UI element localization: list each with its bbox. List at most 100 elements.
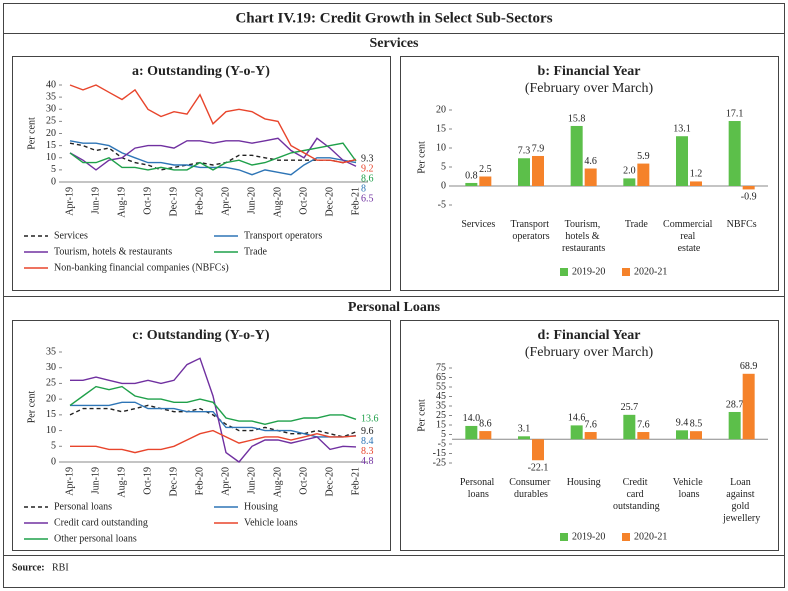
x-tick-label: Aug-20 [272, 467, 283, 498]
bar [532, 439, 544, 461]
x-tick-label: Oct-19 [142, 187, 153, 215]
x-tick-label: Jun-19 [90, 187, 101, 214]
y-tick-label: 35 [436, 400, 446, 411]
x-tick-label: Oct-19 [142, 467, 153, 495]
bar [518, 436, 530, 440]
y-axis-label: Per cent [26, 391, 37, 424]
end-value-label: 8.6 [361, 174, 374, 185]
y-tick-label: 20 [46, 393, 56, 404]
bar [690, 431, 702, 440]
x-tick-label: Transport operators [510, 219, 551, 242]
panel-frame [400, 56, 779, 291]
value-label: 7.3 [518, 146, 531, 157]
value-label: -22.1 [528, 463, 549, 474]
legend-label: 2019-20 [572, 266, 605, 277]
section-title: Personal Loans [348, 300, 441, 315]
x-tick-label: Dec-20 [324, 467, 335, 496]
value-label: 68.9 [740, 361, 758, 372]
end-value-label: 13.6 [361, 414, 379, 425]
value-label: 17.1 [726, 108, 744, 119]
legend-swatch [622, 533, 630, 541]
y-tick-label: 0 [441, 180, 446, 191]
legend-label: Vehicle loans [244, 517, 298, 528]
bar [584, 432, 597, 440]
bar [584, 168, 597, 186]
value-label: 0.8 [465, 170, 478, 181]
bar [676, 136, 688, 186]
chart-title: c: Outstanding (Y-o-Y) [132, 328, 269, 343]
value-label: 14.0 [463, 413, 481, 424]
bar [690, 181, 702, 186]
value-label: -0.9 [741, 192, 757, 203]
x-tick-label: Jun-19 [90, 467, 101, 494]
y-tick-label: 0 [51, 456, 56, 467]
y-tick-label: -15 [433, 448, 446, 459]
x-tick-label: NBFCs [727, 219, 757, 230]
value-label: 2.5 [479, 164, 492, 175]
bar [623, 178, 636, 186]
y-tick-label: 35 [46, 346, 56, 357]
y-tick-label: 40 [46, 79, 56, 90]
panel-frame [12, 320, 391, 551]
end-value-label: 9.2 [361, 164, 374, 175]
value-label: 8.6 [479, 418, 492, 429]
bar [742, 186, 755, 190]
value-label: 13.1 [673, 124, 691, 135]
value-label: 14.6 [568, 413, 586, 424]
y-axis-label: Per cent [416, 399, 427, 432]
chart-title: b: Financial Year [538, 64, 641, 79]
value-label: 28.7 [726, 399, 744, 410]
legend-label: Housing [244, 501, 278, 512]
x-tick-label: Commercial real estate [663, 219, 715, 254]
chart-subtitle: (February over March) [525, 345, 654, 360]
x-tick-label: Dec-19 [168, 467, 179, 496]
x-tick-label: Aug-20 [272, 187, 283, 218]
series-line [69, 137, 357, 171]
bar [479, 176, 492, 186]
x-tick-label: Tourism, hotels & restaurants [562, 219, 605, 254]
source: RBI [52, 562, 69, 573]
frame [3, 3, 785, 588]
series-line [69, 84, 357, 164]
x-tick-label: Housing [567, 477, 601, 488]
x-tick-label: Apr-19 [64, 187, 75, 216]
bar [623, 414, 636, 440]
y-tick-label: 15 [46, 409, 56, 420]
legend-label: Tourism, hotels & restaurants [54, 246, 172, 257]
x-tick-label: Apr-19 [64, 467, 75, 496]
value-label: 15.8 [568, 113, 586, 124]
value-label: 9.4 [676, 418, 689, 429]
x-tick-label: Oct-20 [298, 467, 309, 495]
x-tick-label: Consumer durables [509, 477, 553, 500]
panel-frame [12, 56, 391, 291]
x-tick-label: Dec-20 [324, 187, 335, 216]
y-tick-label: 5 [51, 441, 56, 452]
end-value-label: 6.5 [361, 194, 374, 205]
legend-label: Other personal loans [54, 533, 137, 544]
y-axis-label: Per cent [26, 117, 37, 150]
series-line [69, 140, 357, 176]
x-tick-label: Aug-19 [116, 467, 127, 498]
series-line [69, 142, 357, 171]
x-tick-label: Vehicle loans [673, 477, 706, 500]
x-tick-label: Feb-21 [350, 187, 361, 215]
x-tick-label: Feb-20 [194, 187, 205, 215]
end-value-label: 8.4 [361, 436, 374, 447]
y-tick-label: 75 [436, 362, 446, 373]
legend-label: Services [54, 230, 88, 241]
end-value-label: 9.3 [361, 154, 374, 165]
bar [742, 373, 755, 440]
value-label: 3.1 [518, 424, 531, 435]
value-label: 7.6 [637, 419, 650, 430]
y-tick-label: 65 [436, 372, 446, 383]
value-label: 1.2 [690, 169, 703, 180]
end-value-label: 8.3 [361, 446, 374, 457]
bar [637, 432, 650, 440]
bar [465, 425, 478, 440]
chart-subtitle: (February over March) [525, 81, 654, 96]
y-tick-label: 15 [436, 419, 446, 430]
end-value-label: 9.6 [361, 426, 374, 437]
value-label: 4.6 [584, 156, 597, 167]
bar [570, 125, 583, 186]
